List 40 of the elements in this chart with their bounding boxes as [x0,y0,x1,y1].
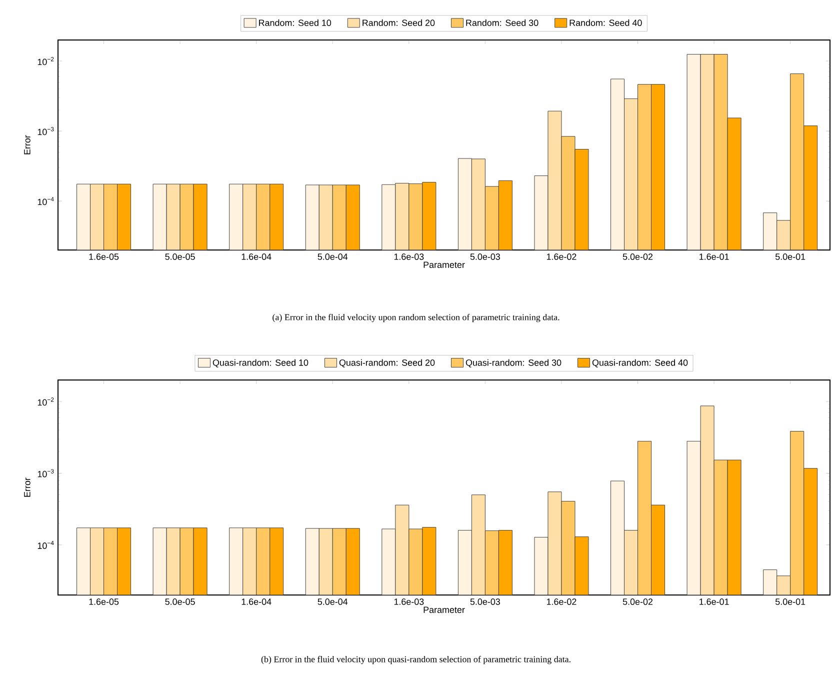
y-tick-label: 10$^{−2}$ [38,57,54,66]
x-tick-label: 1.6e-05 [89,598,119,605]
legend-label: Random: Seed 10 [259,19,332,26]
x-tick-label: 5.0e-03 [470,598,500,605]
x-tick-label: 1.6e-02 [546,254,576,260]
x-tick-label: 1.6e-05 [89,254,119,260]
y-tick-label: 10$^{−3}$ [38,469,54,478]
legend-label: Quasi-random: Seed 30 [466,359,562,368]
x-tick-label: 5.0e-01 [775,598,806,605]
x-tick-label: 5.0e-04 [318,598,348,605]
x-tick-label: 1.6e-01 [700,254,729,260]
text: (b) Error in the fluid velocity upon quasi-random selection of parametric training data. [261,656,570,664]
text: (a) Error in the fluid velocity upon random selection of parametric training data. [272,314,560,322]
x-tick-label: 5.0e-02 [622,254,653,260]
x-axis-title: Parameter [424,262,465,268]
x-tick-label: 5.0e-05 [165,598,195,605]
x-tick-label: 5.0e-03 [470,254,500,260]
legend-label: Random: Seed 30 [466,19,538,26]
x-tick-label: 5.0e-05 [165,254,195,260]
y-tick-label: 10$^{−2}$ [38,398,54,406]
legend-label: Random: Seed 20 [362,19,435,26]
x-axis-title: Parameter [424,606,465,613]
x-tick-label: 5.0e-04 [318,254,348,260]
legend-label: Quasi-random: Seed 40 [592,359,688,368]
x-tick-label: 1.6e-03 [394,598,424,605]
x-tick-label: 1.6e-01 [700,598,729,605]
legend-label: Quasi-random: Seed 20 [339,359,435,368]
x-tick-label: 1.6e-04 [242,254,272,260]
x-tick-label: 1.6e-03 [394,254,424,260]
legend-label: Random: Seed 40 [570,19,642,26]
y-axis-title: Error [24,135,30,154]
y-tick-label: 10$^{−4}$ [38,540,54,549]
legend-label: Quasi-random: Seed 10 [212,359,308,368]
x-tick-label: 1.6e-02 [546,598,576,605]
y-tick-label: 10$^{−3}$ [38,127,54,136]
x-tick-label: 5.0e-01 [775,254,806,260]
x-tick-label: 1.6e-04 [242,598,272,605]
y-axis-title: Error [24,478,30,497]
x-tick-label: 5.0e-02 [622,598,653,605]
y-tick-label: 10$^{−4}$ [38,197,54,206]
